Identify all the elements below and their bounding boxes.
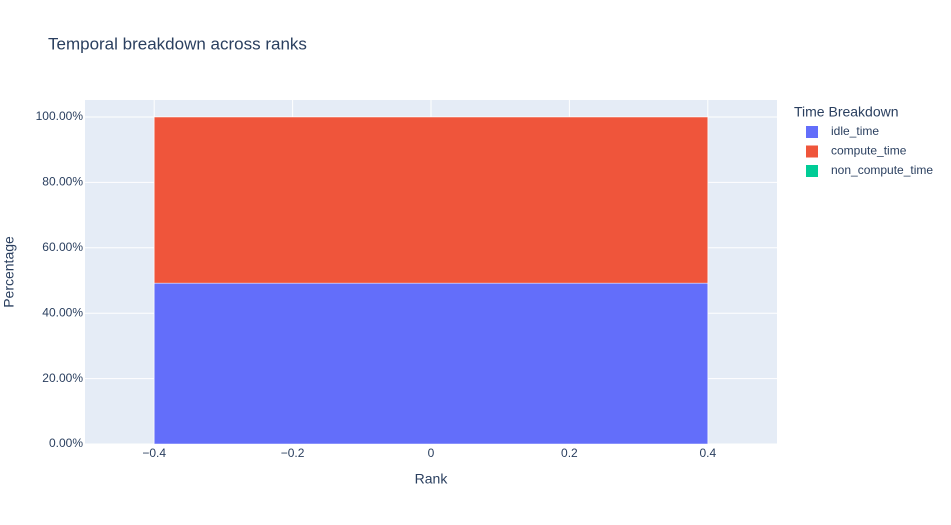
bar: [153, 116, 709, 284]
legend-label: compute_time: [831, 144, 907, 158]
x-tick-label: −0.4: [142, 446, 166, 460]
x-axis-title: Rank: [415, 471, 449, 487]
y-axis-title: Percentage: [1, 236, 17, 308]
x-tick-label: 0.4: [699, 446, 716, 460]
bar: [153, 282, 709, 445]
y-tick-label: 20.00%: [42, 371, 83, 385]
x-tick-label: 0: [428, 446, 435, 460]
y-tick-label: 0.00%: [49, 436, 83, 450]
legend-title: Time Breakdown: [794, 104, 899, 120]
y-tick-label: 60.00%: [42, 240, 83, 254]
chart-title: Temporal breakdown across ranks: [48, 34, 307, 53]
y-tick-label: 80.00%: [42, 175, 83, 189]
x-tick-label: −0.2: [281, 446, 305, 460]
legend-label: idle_time: [831, 124, 879, 138]
legend-swatch: [806, 145, 818, 158]
y-tick-label: 100.00%: [36, 109, 84, 123]
x-tick-label: 0.2: [561, 446, 578, 460]
legend-swatch: [806, 126, 818, 138]
y-tick-label: 40.00%: [42, 305, 83, 319]
legend-swatch: [806, 165, 818, 177]
legend-label: non_compute_time: [831, 163, 933, 177]
